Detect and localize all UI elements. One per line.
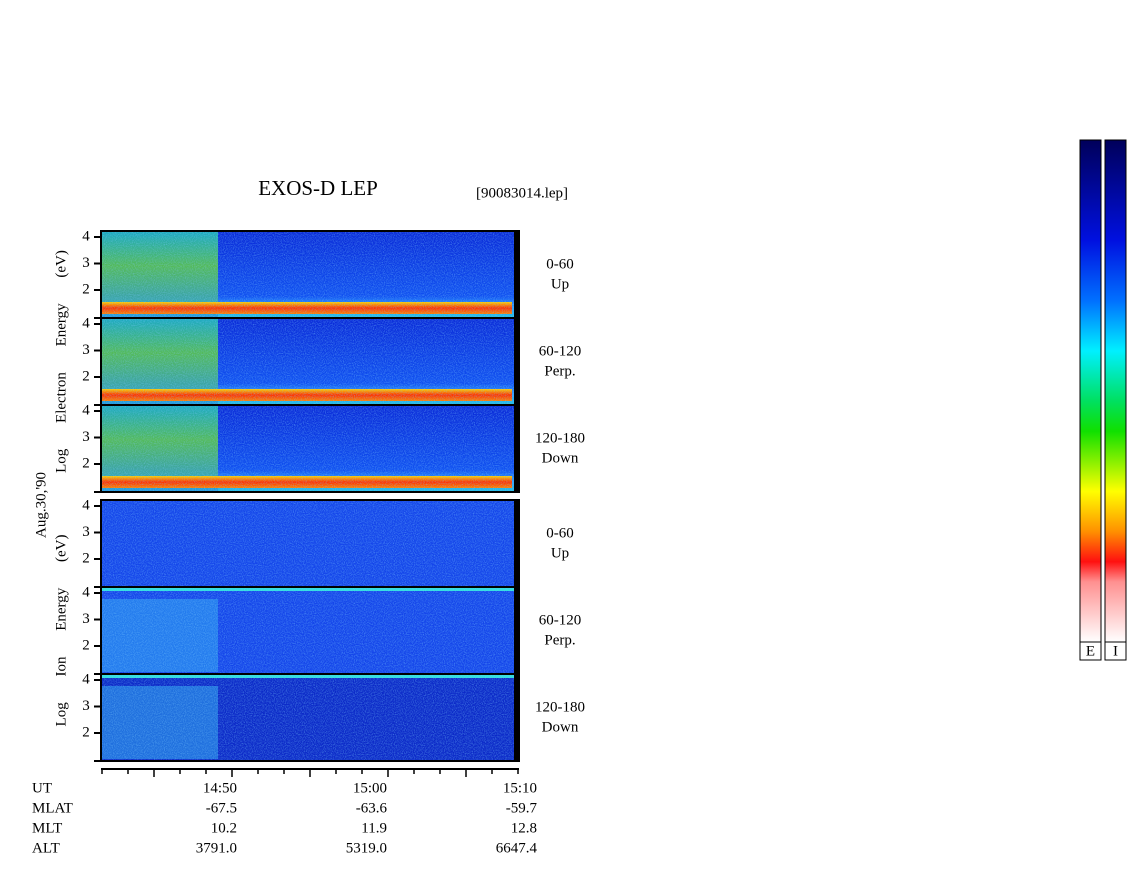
row-value: 15:10: [503, 780, 537, 796]
noise: [101, 500, 519, 587]
y-tick-label: 4: [82, 315, 90, 331]
right-edge: [514, 674, 519, 761]
file-name: [90083014.lep]: [476, 185, 568, 201]
axis-label: Log Electron Energy (eV): [53, 250, 69, 473]
colorbar: [1104, 139, 1127, 643]
y-tick-label: 2: [82, 637, 90, 653]
right-edge: [514, 587, 519, 674]
row-value: 11.9: [361, 820, 387, 836]
row-label: MLT: [32, 820, 62, 836]
y-tick-label: 3: [82, 611, 90, 627]
row-value: -59.7: [506, 800, 538, 816]
row-label: MLAT: [32, 800, 73, 816]
pitch-range: 0-60: [546, 525, 574, 541]
pitch-direction: Perp.: [544, 632, 575, 648]
time-ticks: [101, 769, 519, 777]
y-tick-label: 2: [82, 368, 90, 384]
pitch-range: 60-120: [539, 612, 582, 628]
right-edge: [514, 405, 519, 492]
row-value: 12.8: [511, 820, 537, 836]
pitch-range: 60-120: [539, 343, 582, 359]
pitch-direction: Up: [551, 276, 569, 292]
right-edge: [514, 231, 519, 318]
colorbar: [1079, 139, 1102, 643]
row-label: ALT: [32, 840, 60, 856]
row-value: 10.2: [211, 820, 237, 836]
colorbar-label-box: [1104, 641, 1127, 661]
y-tick-label: 4: [82, 402, 90, 418]
y-tick-label: 4: [82, 671, 90, 687]
title: EXOS-D LEP: [258, 176, 378, 200]
pitch-direction: Perp.: [544, 363, 575, 379]
colorbar-label: I: [1113, 643, 1118, 659]
pitch-range: 0-60: [546, 256, 574, 272]
row-label: UT: [32, 780, 52, 796]
y-tick-label: 3: [82, 698, 90, 714]
time-table: UT 14:50 15:00 15:10 MLAT -67.5 -63.6 -59.7 MLT 1…: [32, 780, 538, 856]
row-value: -63.6: [356, 800, 388, 816]
y-tick-label: 3: [82, 342, 90, 358]
row-value: 3791.0: [196, 840, 237, 856]
row-value: 5319.0: [346, 840, 387, 856]
y-tick-label: 3: [82, 255, 90, 271]
y-tick-label: 4: [82, 584, 90, 600]
pitch-direction: Down: [542, 719, 579, 735]
date: Aug.30,'90: [33, 472, 49, 538]
pitch-direction: Down: [542, 450, 579, 466]
y-tick-label: 3: [82, 429, 90, 445]
noise: [101, 587, 519, 674]
pitch-direction: Up: [551, 545, 569, 561]
y-tick-label: 2: [82, 455, 90, 471]
axis-label: Log Ion Energy (eV): [53, 535, 69, 727]
row-value: 6647.4: [496, 840, 538, 856]
row-value: -67.5: [206, 800, 237, 816]
pitch-range: 120-180: [535, 430, 585, 446]
y-tick-label: 4: [82, 228, 90, 244]
colorbar-label: E: [1086, 643, 1095, 659]
noise: [101, 318, 519, 405]
y-tick-label: 3: [82, 524, 90, 540]
row-value: 15:00: [353, 780, 387, 796]
y-tick-label: 2: [82, 281, 90, 297]
y-tick-label: 2: [82, 724, 90, 740]
noise: [101, 231, 519, 318]
colorbar-label-box: [1079, 641, 1102, 661]
right-edge: [514, 500, 519, 587]
right-edge: [514, 318, 519, 405]
noise: [101, 405, 519, 492]
y-tick-label: 4: [82, 497, 90, 513]
noise: [101, 674, 519, 761]
row-value: 14:50: [203, 780, 237, 796]
y-tick-label: 2: [82, 550, 90, 566]
spectrograms: Log Electron Energy (eV) 4 3 2 0-60 Up 4 3 2 60-1…: [53, 228, 585, 762]
pitch-range: 120-180: [535, 699, 585, 715]
